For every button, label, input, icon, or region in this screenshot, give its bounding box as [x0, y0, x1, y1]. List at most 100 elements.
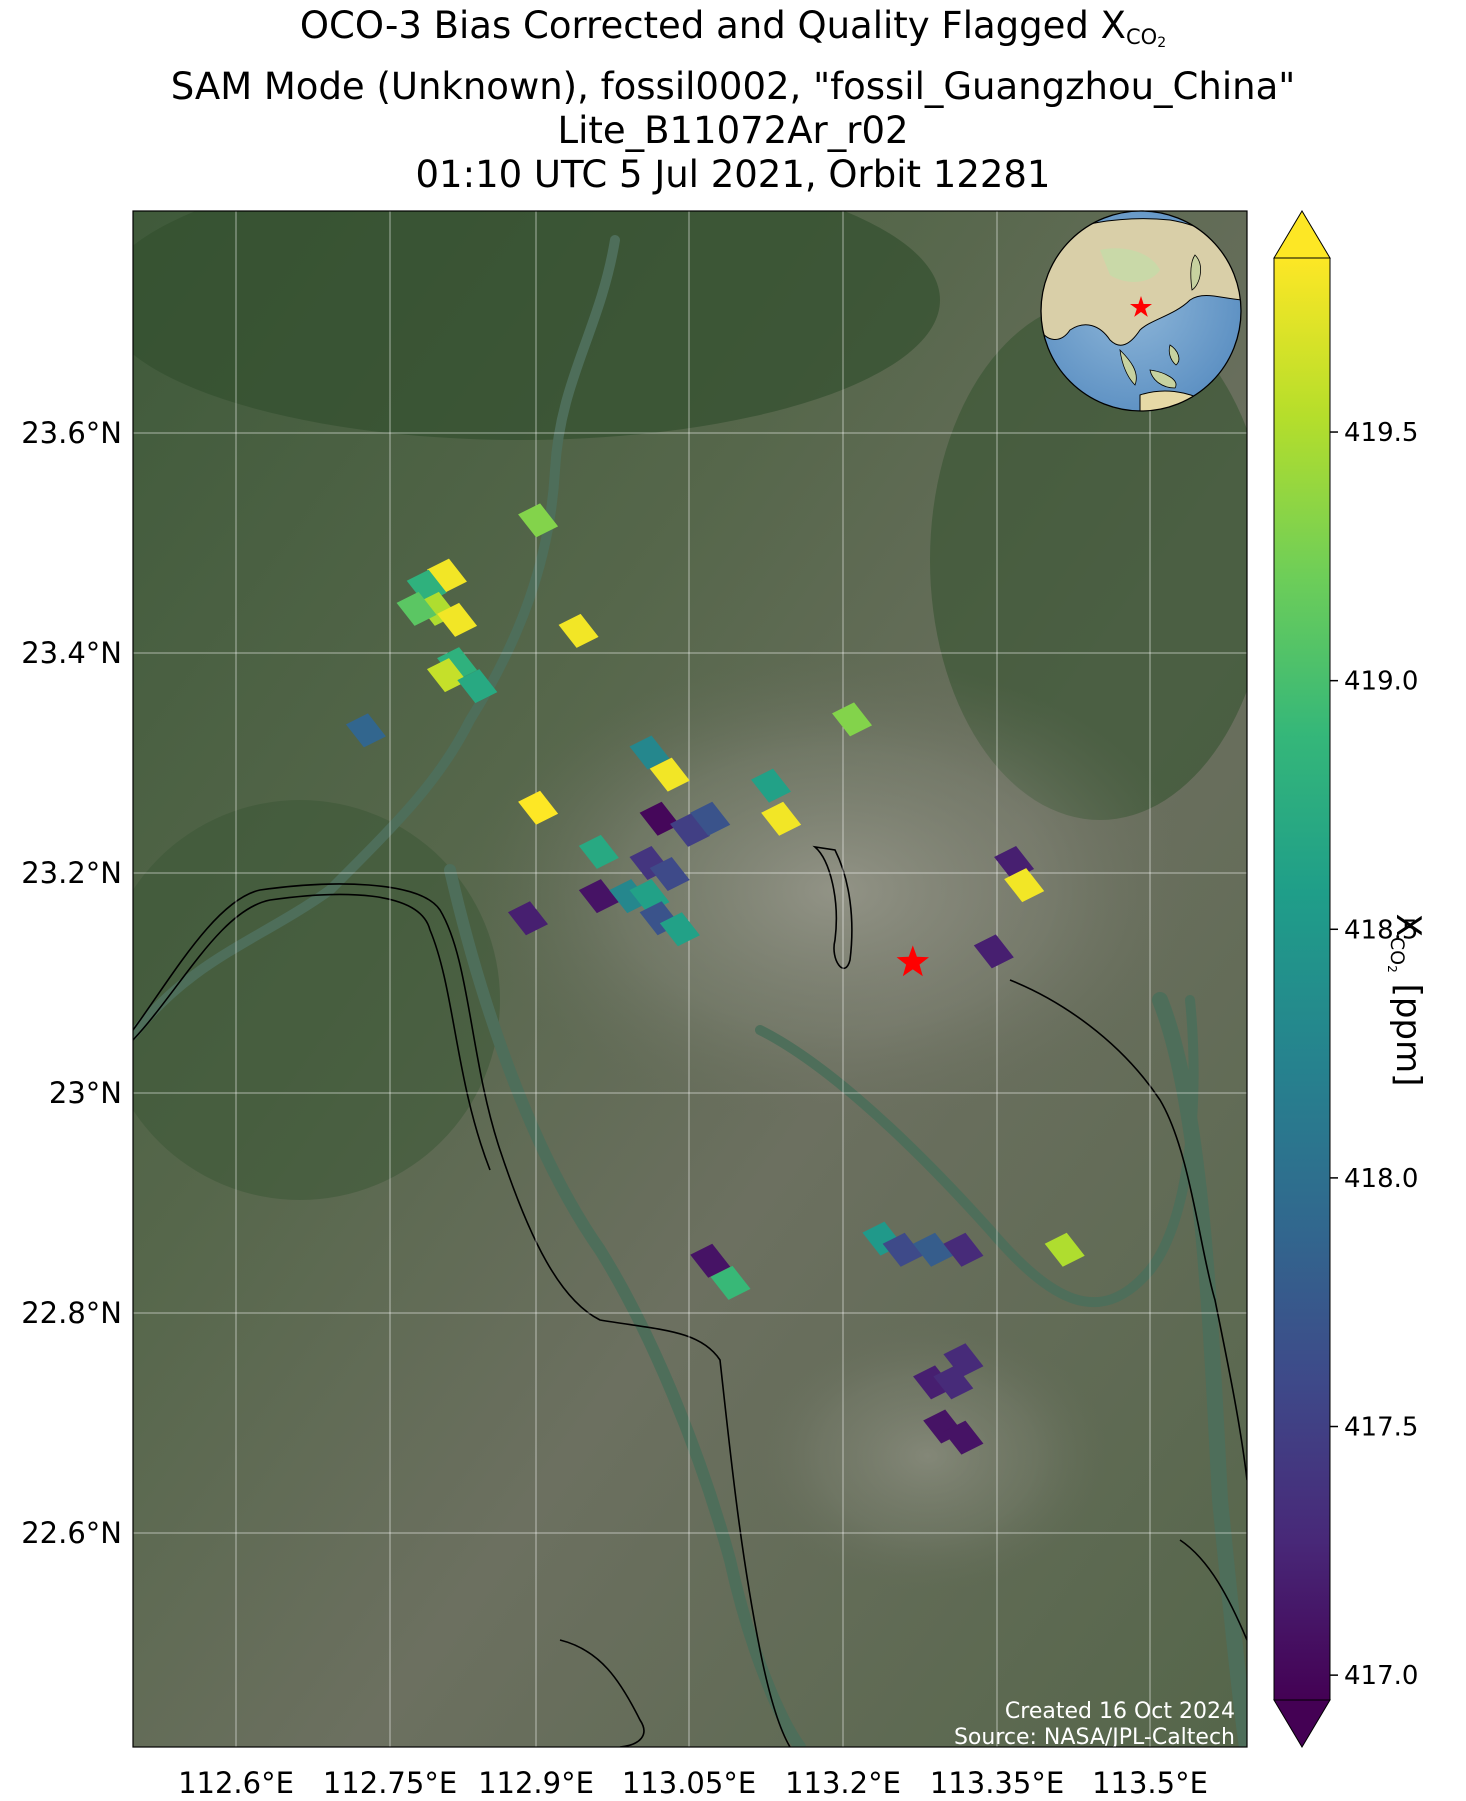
map-frame	[132, 210, 1248, 1748]
lat-tick: 23.6°N	[21, 416, 122, 450]
colorbar-label-2: 2	[1385, 965, 1399, 973]
sounding-footprint	[1004, 868, 1045, 903]
sounding-footprint	[396, 591, 437, 626]
sounding-footprint	[518, 790, 559, 825]
sounding-footprint	[659, 912, 700, 947]
hill-region-west	[133, 800, 500, 1200]
sounding-footprint	[518, 503, 559, 538]
gridlines	[133, 211, 1247, 1747]
lon-tick: 113.5°E	[1092, 1766, 1208, 1800]
colorbar-tick: 417.0	[1330, 1661, 1418, 1691]
lat-tick: 23°N	[49, 1076, 122, 1110]
colorbar-tick: 419.0	[1330, 667, 1418, 697]
colorbar-tick-label: 419.5	[1344, 418, 1418, 448]
mountain-region-north	[133, 211, 940, 440]
colorbar-gradient	[1273, 257, 1331, 1701]
colorbar-tick-label: 418.5	[1344, 915, 1418, 945]
title-co2-subscript: CO2	[1125, 25, 1167, 51]
colorbar-extend-min	[1273, 1699, 1331, 1748]
sounding-footprint	[639, 801, 680, 836]
figure-title: OCO-3 Bias Corrected and Quality Flagged…	[0, 4, 1466, 197]
sounding-footprint	[913, 1365, 954, 1400]
colorbar-tick: 419.5	[1330, 418, 1418, 448]
lon-tick: 112.9°E	[478, 1766, 594, 1800]
lon-tick-labels: 112.6°E 112.75°E 112.9°E 113.05°E 113.2°…	[178, 1766, 1208, 1800]
colorbar-ticks: 417.0 417.5 418.0 418.5 419.0 419.5	[1330, 418, 1418, 1691]
sounding-footprint	[437, 602, 478, 637]
lon-tick: 112.6°E	[178, 1766, 294, 1800]
target-star	[896, 945, 929, 977]
colorbar: 417.0 417.5 418.0 418.5 419.0 419.5	[1273, 210, 1418, 1748]
sounding-footprint	[832, 702, 873, 737]
credit-source: Source: NASA/JPL-Caltech	[954, 1725, 1235, 1750]
globe-target-star	[1129, 296, 1152, 317]
sounding-footprint	[426, 558, 467, 593]
sounding-footprint	[507, 901, 548, 936]
sounding-footprint	[761, 801, 802, 836]
title-2-text: 2	[1157, 35, 1167, 51]
sounding-footprint	[943, 1232, 984, 1267]
sounding-footprint	[426, 658, 467, 693]
lat-tick: 23.2°N	[21, 856, 122, 890]
map-panel[interactable]: Created 16 Oct 2024 Source: NASA/JPL-Cal…	[100, 160, 1270, 1750]
sounding-footprint	[649, 857, 690, 892]
lon-tick: 113.2°E	[785, 1766, 901, 1800]
xco2-soundings	[345, 503, 1085, 1455]
urban-area-guangzhou	[420, 620, 1220, 1140]
sounding-footprint	[710, 1265, 751, 1300]
lat-tick: 22.8°N	[21, 1296, 122, 1330]
colorbar-tick-label: 419.0	[1344, 667, 1418, 697]
urban-area-south	[720, 1300, 1120, 1600]
lon-tick: 112.75°E	[323, 1766, 457, 1800]
colorbar-label-subscript: CO2	[1385, 936, 1408, 973]
colorbar-label-x: X	[1388, 913, 1428, 937]
rivers	[133, 235, 1247, 1747]
lat-tick: 22.6°N	[21, 1516, 122, 1550]
coastlines	[133, 845, 1247, 1747]
colorbar-extend-max-triangle	[1273, 210, 1331, 259]
sounding-footprint	[437, 647, 478, 682]
sounding-footprint	[558, 613, 599, 648]
target-star-marker	[896, 945, 929, 977]
lat-tick: 23.4°N	[21, 636, 122, 670]
sounding-footprint	[609, 879, 650, 914]
sounding-footprint	[345, 713, 386, 748]
sounding-footprint	[629, 735, 670, 770]
sounding-footprint	[882, 1232, 923, 1267]
credit-created: Created 16 Oct 2024	[1005, 1699, 1235, 1724]
sounding-footprint	[973, 934, 1014, 969]
title-line-4: 01:10 UTC 5 Jul 2021, Orbit 12281	[415, 153, 1051, 196]
lat-tick-labels: 23.6°N 23.4°N 23.2°N 23°N 22.8°N 22.6°N	[21, 416, 122, 1550]
sounding-footprint	[943, 1420, 984, 1455]
sounding-footprint	[670, 812, 710, 847]
colorbar-label-co: CO	[1386, 936, 1408, 966]
sounding-footprint	[578, 834, 619, 869]
sounding-footprint	[690, 801, 731, 836]
colorbar-label-unit: [ppm]	[1388, 972, 1428, 1087]
colorbar-tick-label: 418.0	[1344, 1164, 1418, 1194]
colorbar-tick-label: 417.0	[1344, 1661, 1418, 1691]
title-line-2: SAM Mode (Unknown), fossil0002, "fossil_…	[170, 65, 1296, 108]
title-line-3: Lite_B11072Ar_r02	[557, 109, 909, 152]
colorbar-tick: 417.5	[1330, 1413, 1418, 1443]
sounding-footprint	[943, 1343, 984, 1378]
sounding-footprint	[649, 757, 690, 792]
title-line-1-text: OCO-3 Bias Corrected and Quality Flagged…	[299, 4, 1126, 47]
sounding-footprint	[690, 1243, 731, 1278]
colorbar-tick-label: 417.5	[1344, 1413, 1418, 1443]
colorbar-tick: 418.5	[1330, 915, 1418, 945]
globe-inset	[1040, 210, 1242, 412]
sounding-footprint	[913, 1232, 954, 1267]
sounding-footprint	[578, 879, 619, 914]
sounding-footprint	[1044, 1232, 1085, 1267]
sounding-footprint	[751, 768, 792, 803]
colorbar-tick: 418.0	[1330, 1164, 1418, 1194]
lon-tick: 113.35°E	[930, 1766, 1064, 1800]
title-co-text: CO	[1125, 25, 1158, 49]
lon-tick: 113.05°E	[622, 1766, 756, 1800]
sounding-footprint	[933, 1365, 974, 1400]
colorbar-label: XCO2 [ppm]	[1385, 840, 1428, 1160]
title-line-1: OCO-3 Bias Corrected and Quality Flagged…	[0, 4, 1466, 65]
sounding-footprint	[457, 669, 498, 704]
